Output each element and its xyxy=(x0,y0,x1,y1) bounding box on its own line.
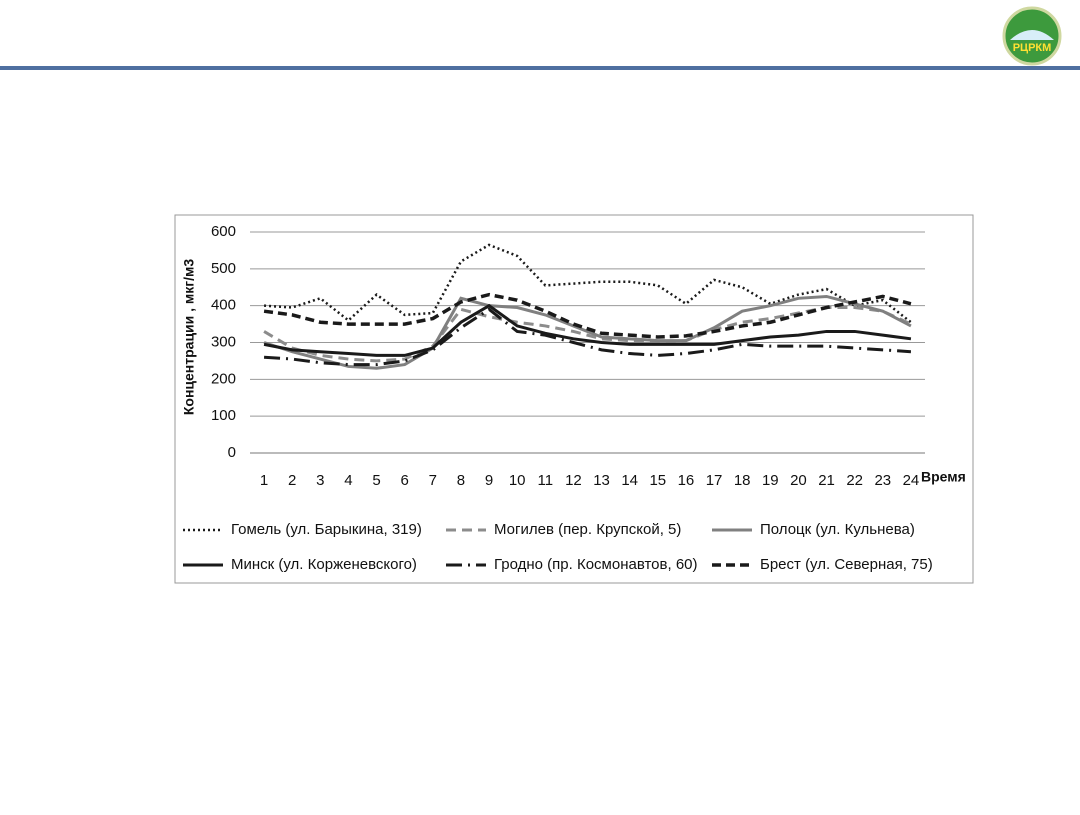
x-tick-label: 19 xyxy=(762,472,779,489)
logo-text: РЦРКМ xyxy=(1013,42,1052,54)
logo-sky xyxy=(1010,30,1054,40)
x-tick-label: 6 xyxy=(401,472,409,489)
x-tick-label: 1 xyxy=(260,472,268,489)
x-tick-label: 2 xyxy=(288,472,296,489)
x-tick-label: 9 xyxy=(485,472,493,489)
x-tick-label: 20 xyxy=(790,472,807,489)
series-line xyxy=(263,243,912,324)
y-tick-label: 600 xyxy=(211,223,236,240)
x-tick-label: 18 xyxy=(734,472,751,489)
series-line xyxy=(263,306,912,363)
chart-frame xyxy=(174,214,974,584)
legend-label: Минск (ул. Корженевского) xyxy=(231,556,417,573)
x-tick-label: 3 xyxy=(316,472,324,489)
x-tick-label: 15 xyxy=(649,472,666,489)
series-line xyxy=(263,292,912,339)
y-tick-label: 400 xyxy=(211,297,236,314)
legend-label: Гродно (пр. Космонавтов, 60) xyxy=(494,556,698,573)
x-tick-label: 17 xyxy=(706,472,723,489)
x-tick-label: 12 xyxy=(565,472,582,489)
x-tick-label: 8 xyxy=(457,472,465,489)
y-tick-label: 500 xyxy=(211,260,236,277)
logo: РЦРКМ xyxy=(1002,6,1062,66)
y-tick-label: 300 xyxy=(211,333,236,350)
header-rule xyxy=(0,66,1080,70)
y-tick-label: 0 xyxy=(228,444,236,461)
x-tick-label: 21 xyxy=(818,472,835,489)
x-tick-label: 22 xyxy=(846,472,863,489)
legend-label: Гомель (ул. Барыкина, 319) xyxy=(231,521,422,538)
legend-label: Полоцк (ул. Кульнева) xyxy=(760,521,915,538)
x-tick-label: 23 xyxy=(874,472,891,489)
series-line xyxy=(263,303,912,357)
x-tick-label: 11 xyxy=(538,472,554,489)
x-tick-label: 13 xyxy=(593,472,610,489)
legend-label: Могилев (пер. Крупской, 5) xyxy=(494,521,681,538)
x-tick-label: 24 xyxy=(903,472,920,489)
y-tick-label: 200 xyxy=(211,370,236,387)
x-tick-label: 14 xyxy=(621,472,638,489)
legend-label: Брест (ул. Северная, 75) xyxy=(760,556,933,573)
x-axis-label: Время xyxy=(921,469,966,485)
series-line xyxy=(263,294,912,370)
y-axis-label: Концентрации , мкг/м3 xyxy=(181,259,197,416)
y-tick-label: 100 xyxy=(211,407,236,424)
x-tick-label: 16 xyxy=(678,472,695,489)
x-tick-label: 5 xyxy=(372,472,380,489)
x-tick-label: 4 xyxy=(344,472,352,489)
x-tick-label: 7 xyxy=(429,472,437,489)
x-tick-label: 10 xyxy=(509,472,526,489)
